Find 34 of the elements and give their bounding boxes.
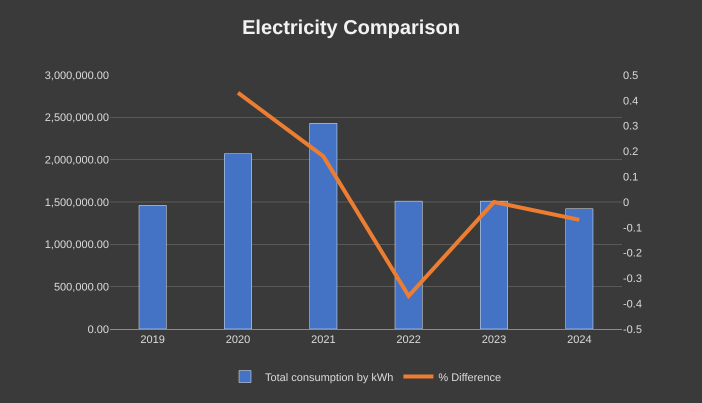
bar (480, 200, 508, 329)
y2-tick-label: -0.4 (623, 298, 642, 310)
y-tick-label: 2,500,000.00 (44, 112, 109, 124)
x-tick-label: 2021 (311, 334, 336, 346)
chart-title: Electricity Comparison (242, 17, 460, 40)
y2-tick-label: 0 (623, 196, 630, 209)
y2-tick-label: 0.4 (623, 95, 638, 108)
bar (394, 200, 423, 329)
bar (565, 208, 594, 329)
line-series (236, 90, 582, 298)
y-tick-label: 3,000,000.00 (44, 70, 109, 82)
y2-tick-label: -0.5 (623, 324, 642, 336)
bar (138, 205, 167, 329)
y-tick-label: 0.00 (88, 324, 109, 336)
y2-tick-label: 0.1 (623, 171, 638, 184)
legend-label: Total consumption by kWh (265, 372, 394, 384)
y2-tick-label: 0.2 (623, 146, 638, 158)
x-tick-label: 2023 (482, 334, 506, 346)
legend-label: % Difference (438, 372, 502, 384)
y2-tick-label: -0.2 (623, 248, 642, 260)
x-tick-label: 2020 (226, 334, 250, 346)
y2-tick-label: -0.3 (623, 273, 642, 286)
x-tick-label: 2024 (567, 334, 592, 346)
y-tick-label: 1,500,000.00 (44, 196, 109, 209)
x-tick-label: 2019 (140, 334, 165, 346)
x-tick-label: 2022 (396, 334, 421, 346)
y-tick-label: 500,000.00 (54, 282, 109, 294)
y2-tick-label: 0.3 (623, 120, 638, 133)
y2-tick-label: 0.5 (623, 70, 638, 82)
y-tick-label: 2,000,000.00 (44, 154, 109, 167)
bar (309, 123, 338, 329)
bar (224, 153, 252, 329)
y-tick-label: 1,000,000.00 (44, 239, 109, 252)
y2-tick-label: -0.1 (623, 222, 642, 234)
